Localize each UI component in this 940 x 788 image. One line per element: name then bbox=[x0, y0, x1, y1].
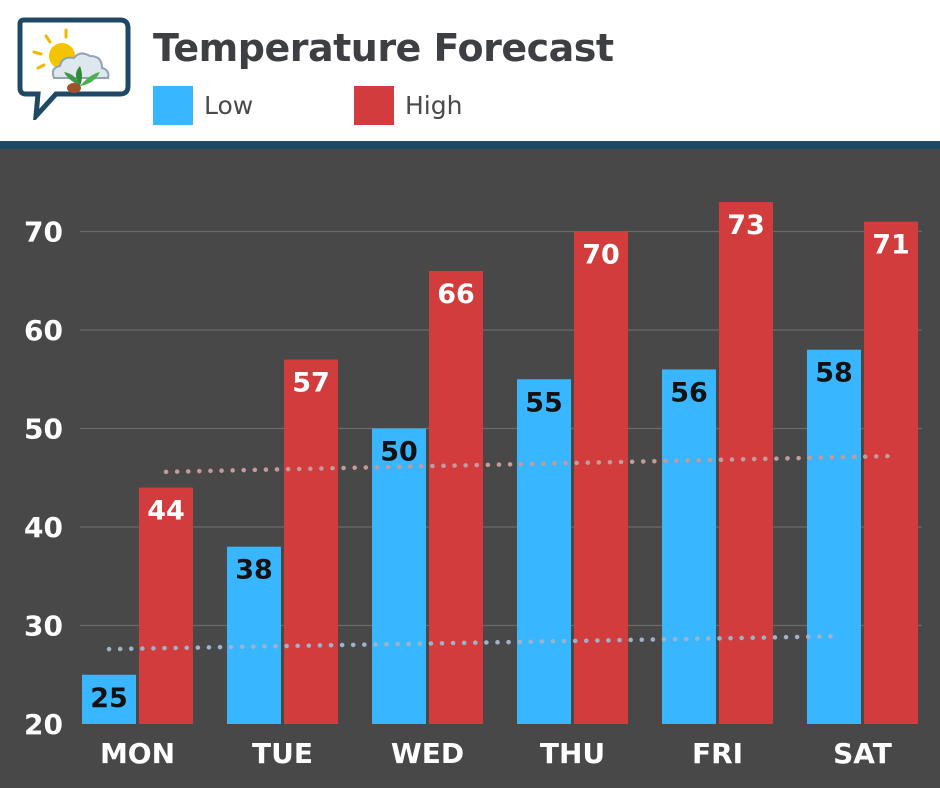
data-label: 70 bbox=[582, 240, 620, 271]
chart-title: Temperature Forecast bbox=[153, 26, 614, 70]
trendline-low bbox=[106, 634, 837, 652]
x-tick-label: MON bbox=[100, 737, 175, 770]
legend-swatch-low bbox=[153, 86, 193, 125]
data-label: 25 bbox=[90, 683, 128, 714]
x-tick-label: WED bbox=[391, 737, 464, 770]
bar-high-mon bbox=[139, 487, 193, 724]
bar-low-sat bbox=[807, 349, 861, 724]
y-tick-label: 30 bbox=[24, 610, 63, 643]
header-divider bbox=[0, 141, 940, 149]
y-tick-label: 20 bbox=[24, 708, 63, 741]
data-label: 38 bbox=[235, 555, 273, 586]
bar-high-wed bbox=[429, 270, 483, 724]
y-tick-label: 60 bbox=[24, 314, 63, 347]
data-label: 58 bbox=[815, 358, 853, 389]
data-label: 44 bbox=[147, 496, 185, 527]
data-label: 66 bbox=[437, 279, 475, 310]
bar-high-thu bbox=[574, 231, 628, 724]
data-label: 71 bbox=[872, 230, 910, 261]
bar-high-sat bbox=[864, 221, 918, 724]
weather-logo-icon bbox=[17, 17, 131, 120]
bar-low-fri bbox=[662, 369, 716, 724]
x-tick-label: THU bbox=[540, 737, 605, 770]
bar-low-mon bbox=[82, 674, 136, 724]
bar-high-tue bbox=[284, 359, 338, 724]
legend-label-low: Low bbox=[204, 91, 254, 120]
y-tick-label: 50 bbox=[24, 413, 63, 446]
y-tick-label: 70 bbox=[24, 216, 63, 249]
trendline-high bbox=[163, 453, 894, 475]
legend-swatch-high bbox=[354, 86, 394, 125]
bar-low-wed bbox=[372, 428, 426, 724]
data-label: 57 bbox=[292, 368, 330, 399]
data-label: 50 bbox=[380, 437, 418, 468]
header: Temperature Forecast Low High bbox=[0, 0, 940, 141]
data-label: 73 bbox=[727, 210, 765, 241]
chart-area: 20 30 40 50 60 70 25 44 MON 38 57 TUE 50 66 WED 55 70 THU… bbox=[0, 149, 940, 788]
bar-low-tue bbox=[227, 546, 281, 724]
y-tick-label: 40 bbox=[24, 511, 63, 544]
data-label: 56 bbox=[670, 377, 708, 408]
x-tick-label: TUE bbox=[252, 737, 313, 770]
x-tick-label: FRI bbox=[692, 737, 743, 770]
bar-low-thu bbox=[517, 379, 571, 724]
bar-high-fri bbox=[719, 201, 773, 724]
x-tick-label: SAT bbox=[833, 737, 892, 770]
legend-label-high: High bbox=[405, 91, 463, 120]
bar-chart: 20 30 40 50 60 70 25 44 MON 38 57 TUE 50 66 WED 55 70 THU… bbox=[24, 201, 922, 770]
data-label: 55 bbox=[525, 387, 563, 418]
